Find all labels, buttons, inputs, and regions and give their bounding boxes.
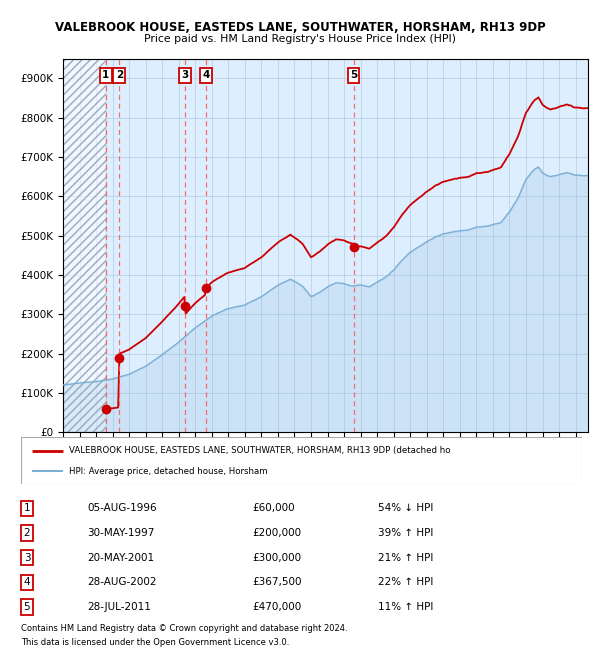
Text: 5: 5: [23, 602, 31, 612]
Text: Price paid vs. HM Land Registry's House Price Index (HPI): Price paid vs. HM Land Registry's House …: [144, 34, 456, 44]
Bar: [63, 58, 106, 432]
Text: 05-AUG-1996: 05-AUG-1996: [87, 503, 157, 514]
Text: 4: 4: [203, 70, 210, 81]
Text: 54% ↓ HPI: 54% ↓ HPI: [378, 503, 433, 514]
Text: £200,000: £200,000: [252, 528, 301, 538]
Text: 28-JUL-2011: 28-JUL-2011: [87, 602, 151, 612]
Text: 20-MAY-2001: 20-MAY-2001: [87, 552, 154, 563]
Text: 5: 5: [350, 70, 357, 81]
Text: £300,000: £300,000: [252, 552, 301, 563]
Text: £367,500: £367,500: [252, 577, 302, 588]
Text: VALEBROOK HOUSE, EASTEDS LANE, SOUTHWATER, HORSHAM, RH13 9DP (detached ho: VALEBROOK HOUSE, EASTEDS LANE, SOUTHWATE…: [68, 446, 450, 455]
Text: 28-AUG-2002: 28-AUG-2002: [87, 577, 157, 588]
Text: 2: 2: [116, 70, 123, 81]
Text: 11% ↑ HPI: 11% ↑ HPI: [378, 602, 433, 612]
Text: 4: 4: [23, 577, 31, 588]
Text: £60,000: £60,000: [252, 503, 295, 514]
Text: This data is licensed under the Open Government Licence v3.0.: This data is licensed under the Open Gov…: [21, 638, 289, 647]
Text: 2: 2: [23, 528, 31, 538]
Text: 21% ↑ HPI: 21% ↑ HPI: [378, 552, 433, 563]
Text: 1: 1: [23, 503, 31, 514]
Text: 3: 3: [181, 70, 188, 81]
FancyBboxPatch shape: [21, 437, 582, 484]
Text: 39% ↑ HPI: 39% ↑ HPI: [378, 528, 433, 538]
Text: Contains HM Land Registry data © Crown copyright and database right 2024.: Contains HM Land Registry data © Crown c…: [21, 624, 347, 633]
Text: HPI: Average price, detached house, Horsham: HPI: Average price, detached house, Hors…: [68, 467, 268, 476]
Bar: [63, 58, 106, 432]
Text: 1: 1: [102, 70, 109, 81]
Text: 22% ↑ HPI: 22% ↑ HPI: [378, 577, 433, 588]
Text: 3: 3: [23, 552, 31, 563]
Text: 30-MAY-1997: 30-MAY-1997: [87, 528, 154, 538]
Text: £470,000: £470,000: [252, 602, 301, 612]
Text: VALEBROOK HOUSE, EASTEDS LANE, SOUTHWATER, HORSHAM, RH13 9DP: VALEBROOK HOUSE, EASTEDS LANE, SOUTHWATE…: [55, 21, 545, 34]
